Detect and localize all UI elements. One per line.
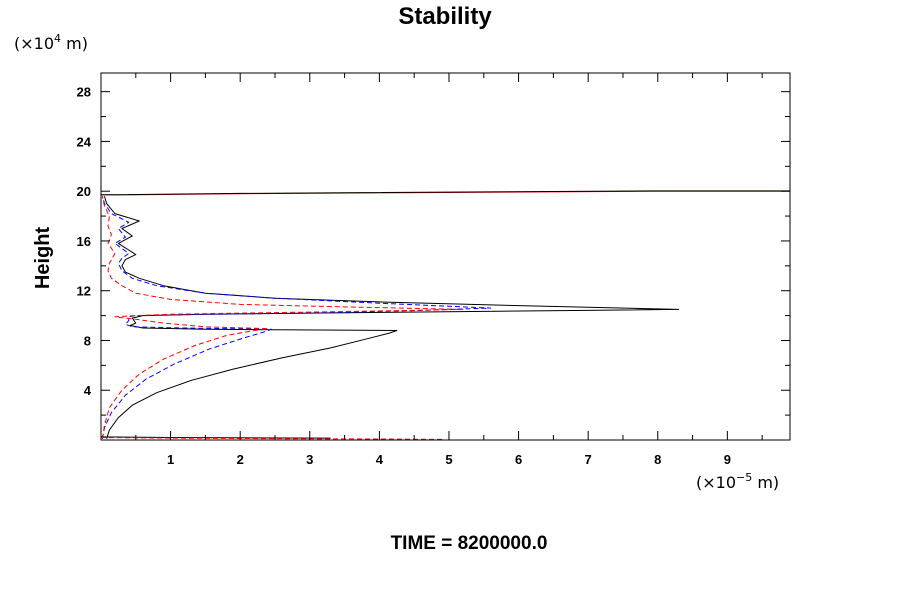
x-tick-label: 3 (306, 452, 313, 467)
x-tick-label: 8 (654, 452, 661, 467)
time-label: TIME = 8200000.0 (391, 533, 548, 554)
series-line-4 (101, 190, 790, 196)
y-tick-label: 20 (77, 184, 91, 199)
x-tick-label: 5 (445, 452, 452, 467)
y-unit-label: (×104 m) (14, 32, 88, 53)
x-tick-label: 1 (167, 452, 174, 467)
series-line-1 (101, 196, 492, 439)
y-axis-label: Height (32, 227, 54, 290)
series-line-6 (100, 437, 443, 440)
series-layer (100, 190, 790, 440)
x-tick-label: 4 (376, 452, 384, 467)
x-unit-label: (×10−5 m) (696, 471, 779, 492)
series-line-2 (101, 196, 464, 439)
y-tick-label: 16 (77, 234, 91, 249)
y-tick-label: 12 (77, 284, 91, 299)
y-tick-label: 8 (84, 333, 91, 348)
y-tick-label: 24 (77, 134, 92, 149)
plot-frame (100, 72, 791, 441)
series-line-0 (104, 196, 680, 439)
x-tick-label: 9 (724, 452, 731, 467)
x-tick-label: 2 (237, 452, 244, 467)
chart-title: Stability (398, 3, 492, 30)
y-tick-label: 28 (77, 85, 91, 100)
y-tick-label: 4 (84, 383, 92, 398)
x-tick-label: 6 (515, 452, 522, 467)
x-tick-label: 7 (585, 452, 592, 467)
